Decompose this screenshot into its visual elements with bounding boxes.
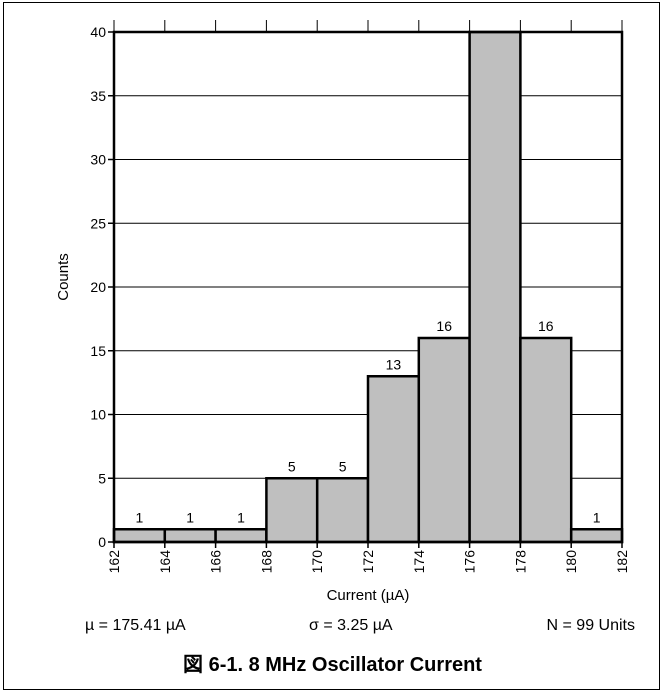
bar [417,336,471,544]
data-label: 5 [339,458,347,474]
figure-caption: 図 6-1. 8 MHz Oscillator Current [183,654,482,676]
bar [163,528,217,544]
x-tick-label: 166 [208,550,224,574]
y-tick-label: 20 [90,279,106,295]
y-axis-title: Counts [55,253,72,301]
y-tick-label: 5 [98,470,106,486]
bar [315,477,370,544]
y-tick-label: 15 [90,343,106,359]
data-label: 1 [136,509,144,525]
x-tick-label: 170 [309,550,325,574]
data-label: 1 [237,509,245,525]
bar [569,528,624,544]
x-tick-label: 180 [563,550,579,574]
bar [519,336,573,544]
y-tick-labels: 0 5 10 15 20 25 30 35 40 [90,24,106,550]
data-label: 1 [186,509,194,525]
x-tick-label: 164 [157,550,173,574]
data-label: 1 [593,509,601,525]
x-tick-label: 176 [462,550,478,574]
y-tick-label: 35 [90,88,106,104]
x-axis-title: Current (µA) [327,587,410,604]
x-tick-label: 174 [411,550,427,574]
plot-border [112,30,624,544]
y-tick-label: 10 [90,407,106,423]
bar [366,375,421,544]
bar [214,528,268,544]
bar [265,477,319,544]
bar [468,30,522,544]
x-tick-labels: 162 164 166 168 170 172 174 176 178 180 182 [106,550,630,574]
data-label: 13 [386,356,402,372]
sigma-stat: σ = 3.25 µA [309,617,393,634]
bar [112,528,167,544]
sample-count-stat: N = 99 Units [546,617,635,634]
y-tick-label: 30 [90,152,106,168]
y-tick-label: 25 [90,215,106,231]
data-label: 16 [538,318,554,334]
data-label: 16 [436,318,452,334]
y-tick-label: 0 [98,534,106,550]
x-tick-label: 178 [512,550,528,574]
x-tick-label: 162 [106,550,122,574]
data-label: 5 [288,458,296,474]
data-labels: 1 1 1 5 5 13 16 16 1 [136,318,601,525]
bars [112,30,624,544]
mean-stat: µ = 175.41 µA [85,617,186,634]
y-tick-label: 40 [90,24,106,40]
x-tick-label: 182 [614,550,630,574]
x-tick-label: 172 [360,550,376,574]
x-tick-label: 168 [258,550,274,574]
